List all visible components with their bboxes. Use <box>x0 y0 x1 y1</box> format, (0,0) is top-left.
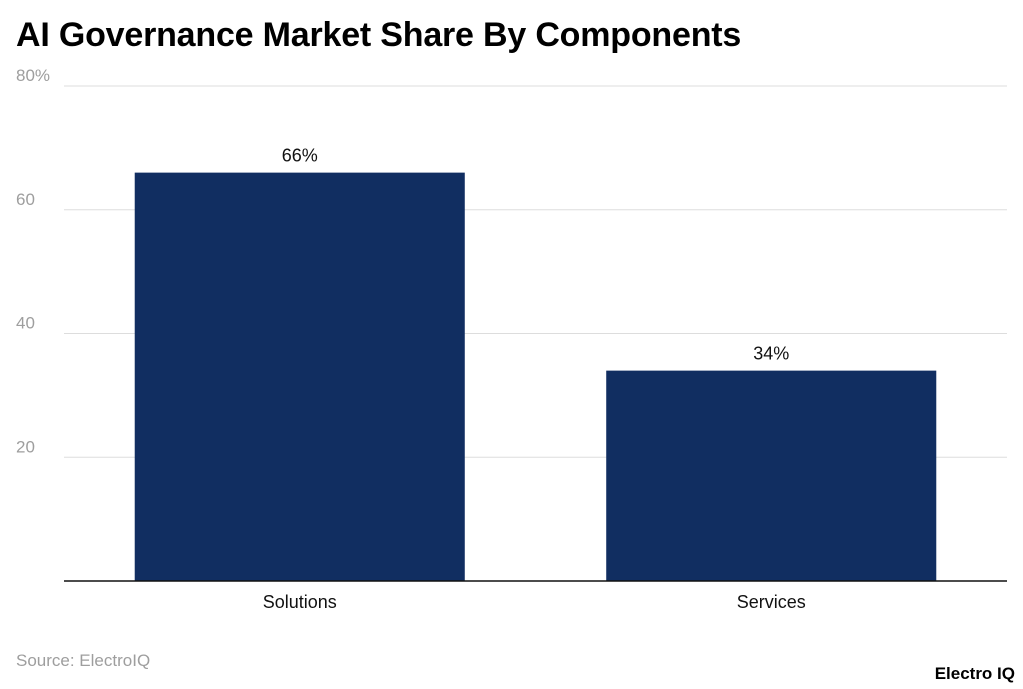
x-axis-tick-labels: Solutions Services <box>263 592 806 612</box>
y-tick-label: 20 <box>16 437 35 456</box>
bar <box>134 172 465 581</box>
value-labels: 66% 34% <box>282 146 790 364</box>
y-tick-label: 80% <box>16 66 50 85</box>
bar-value-label: 34% <box>753 344 789 364</box>
y-tick-label: 40 <box>16 314 35 333</box>
bar-value-label: 66% <box>282 146 318 166</box>
bars <box>134 172 937 581</box>
chart-title: AI Governance Market Share By Components <box>16 16 742 54</box>
y-tick-label: 60 <box>16 190 35 209</box>
bar <box>606 370 937 581</box>
y-axis-tick-labels: 20 40 60 80% <box>16 66 50 456</box>
x-tick-label: Solutions <box>263 592 337 612</box>
x-tick-label: Services <box>737 592 806 612</box>
brand-logo: Electro IQ <box>934 664 1015 683</box>
source-note: Source: ElectroIQ <box>16 651 151 670</box>
